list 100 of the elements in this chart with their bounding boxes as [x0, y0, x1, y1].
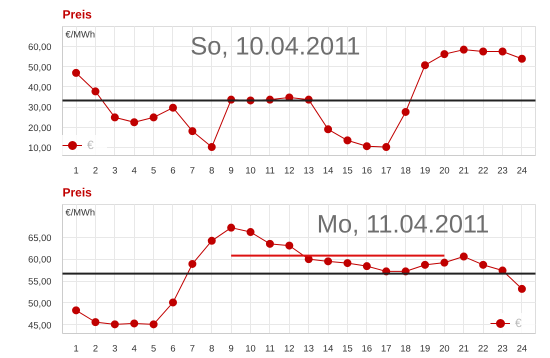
- point: [168, 298, 177, 306]
- legend-label: €: [87, 138, 95, 152]
- x-tick-label: 20: [439, 166, 450, 176]
- x-tick-label: 22: [478, 344, 488, 354]
- chart-title: Preis: [62, 186, 92, 200]
- x-tick-label: 9: [228, 344, 234, 354]
- point: [421, 260, 430, 269]
- y-tick-label: 40,00: [28, 82, 52, 92]
- x-tick-label: 24: [516, 166, 528, 176]
- x-tick-label: 13: [304, 344, 314, 354]
- annotation: So, 10.04.2011: [190, 32, 360, 60]
- x-tick-label: 11: [265, 344, 275, 354]
- point: [72, 306, 80, 314]
- point: [188, 127, 196, 136]
- point: [343, 259, 352, 268]
- y-tick-label: 50,00: [28, 298, 52, 308]
- y-tick-label: 10,00: [28, 142, 52, 153]
- point: [130, 319, 138, 328]
- chart-title: Preis: [62, 8, 92, 22]
- x-tick-label: 4: [132, 344, 137, 354]
- point: [518, 284, 526, 293]
- y-tick-label: 20,00: [28, 122, 52, 133]
- point: [324, 257, 332, 266]
- x-tick-label: 10: [245, 166, 256, 176]
- x-tick-label: 3: [112, 166, 118, 176]
- x-tick-label: 19: [420, 166, 430, 176]
- point: [110, 113, 119, 122]
- y-axis-title: €/MWh: [66, 30, 96, 40]
- y-tick-label: 45,00: [28, 320, 52, 330]
- y-tick-label: 60,00: [28, 42, 52, 52]
- x-tick-label: 11: [265, 166, 275, 176]
- point: [402, 108, 410, 116]
- x-tick-label: 18: [400, 166, 411, 176]
- x-tick-label: 17: [381, 166, 392, 176]
- point: [421, 61, 430, 70]
- point: [150, 320, 158, 328]
- point: [440, 258, 448, 267]
- x-tick-label: 7: [190, 166, 195, 176]
- x-tick-label: 9: [228, 166, 234, 176]
- x-tick-label: 14: [322, 166, 334, 176]
- point: [130, 118, 138, 126]
- x-tick-label: 21: [458, 166, 469, 176]
- point: [440, 50, 448, 58]
- y-tick-label: 55,00: [28, 276, 52, 287]
- x-tick-label: 1: [73, 344, 79, 354]
- point: [362, 262, 371, 270]
- point: [246, 228, 255, 236]
- point: [168, 104, 177, 112]
- y-tick-label: 65,00: [28, 232, 52, 243]
- point: [362, 142, 371, 150]
- x-tick-label: 10: [245, 344, 256, 354]
- x-tick-label: 19: [420, 344, 430, 354]
- x-tick-label: 15: [342, 166, 353, 176]
- x-tick-label: 14: [322, 344, 334, 354]
- point: [208, 143, 216, 152]
- point: [110, 320, 119, 328]
- x-tick-label: 3: [112, 344, 118, 354]
- point: [324, 125, 332, 134]
- x-tick-label: 16: [362, 166, 372, 176]
- y-tick-label: 50,00: [28, 62, 52, 72]
- point: [227, 224, 236, 232]
- y-tick-label: 30,00: [28, 102, 52, 113]
- x-tick-label: 23: [497, 344, 508, 354]
- x-tick-label: 13: [304, 166, 314, 176]
- x-tick-label: 17: [381, 344, 392, 354]
- point: [266, 240, 274, 248]
- annotation: Mo, 11.04.2011: [316, 210, 490, 238]
- x-tick-label: 1: [73, 166, 79, 176]
- x-tick-label: 4: [132, 166, 137, 176]
- x-tick-label: 5: [151, 344, 156, 354]
- x-tick-label: 6: [170, 166, 176, 176]
- legend-label: €: [515, 316, 523, 330]
- point: [285, 242, 294, 250]
- point: [460, 252, 468, 261]
- point: [479, 260, 488, 269]
- point: [188, 260, 196, 268]
- x-tick-label: 18: [400, 344, 411, 354]
- x-tick-label: 2: [92, 344, 98, 354]
- point: [72, 68, 80, 77]
- point: [498, 48, 507, 56]
- x-tick-label: 5: [151, 166, 156, 176]
- x-tick-label: 22: [478, 166, 488, 176]
- point: [150, 113, 158, 122]
- y-tick-label: 60,00: [28, 254, 52, 265]
- point: [460, 46, 468, 54]
- x-tick-label: 8: [209, 344, 214, 354]
- x-tick-label: 7: [190, 344, 195, 354]
- point: [91, 87, 100, 96]
- x-tick-label: 2: [92, 166, 98, 176]
- point: [91, 318, 100, 326]
- x-tick-label: 12: [284, 166, 295, 176]
- x-tick-label: 21: [458, 344, 469, 354]
- x-tick-label: 24: [516, 344, 528, 354]
- point: [208, 236, 216, 245]
- x-tick-label: 15: [342, 344, 353, 354]
- point: [382, 143, 390, 152]
- x-tick-label: 8: [209, 166, 214, 176]
- x-tick-label: 23: [497, 166, 508, 176]
- y-axis-title: €/MWh: [66, 208, 96, 218]
- x-tick-label: 6: [170, 344, 176, 354]
